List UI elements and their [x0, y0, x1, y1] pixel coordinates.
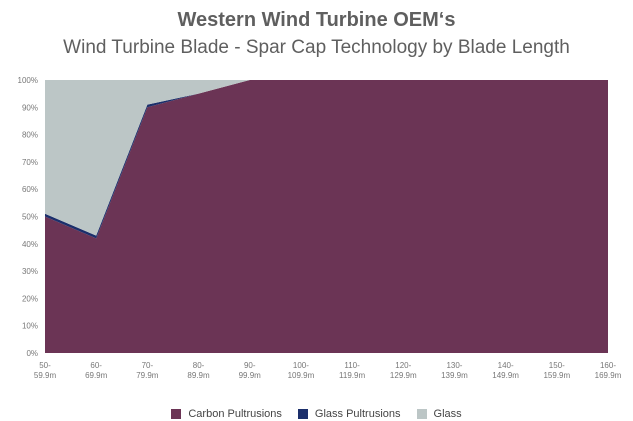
legend-swatch [416, 409, 427, 419]
legend-label: Glass [433, 408, 462, 420]
y-tick-label: 50% [22, 213, 38, 222]
x-tick-label: 60-69.9m [85, 361, 108, 380]
chart-areas [45, 80, 608, 353]
legend-label: Glass Pultrusions [314, 408, 401, 420]
legend-swatch [171, 409, 182, 419]
x-tick-label: 150-159.9m [543, 361, 570, 380]
x-tick-label: 140-149.9m [492, 361, 519, 380]
y-tick-label: 0% [26, 349, 38, 358]
y-axis-ticks: 0% 10% 20% 30% 40% 50% 60% 70% 80% 90% 100% [18, 76, 38, 358]
legend-label: Carbon Pultrusions [188, 408, 282, 420]
y-tick-label: 20% [22, 294, 38, 303]
x-tick-label: 100-109.9m [288, 361, 315, 380]
x-tick-label: 70-79.9m [136, 361, 159, 380]
y-tick-label: 70% [22, 158, 38, 167]
x-axis-ticks: 50-59.9m 60-69.9m 70-79.9m 80-89.9m 90-99.9m… [34, 361, 622, 380]
x-tick-label: 130-139.9m [441, 361, 468, 380]
chart-subtitle: Wind Turbine Blade - Spar Cap Technology… [63, 37, 570, 58]
y-tick-label: 30% [22, 267, 38, 276]
legend-item-carbon-pultrusions: Carbon Pultrusions [171, 408, 282, 420]
chart-title: Western Wind Turbine OEM‘s [177, 9, 456, 31]
legend-item-glass: Glass [416, 408, 462, 420]
y-tick-label: 60% [22, 185, 38, 194]
x-tick-label: 110-119.9m [339, 361, 365, 380]
chart-legend: Carbon Pultrusions Glass Pultrusions Gla… [0, 408, 633, 420]
area-carbon-pultrusions [45, 80, 608, 353]
area-glass-pultrusions [45, 80, 608, 239]
x-tick-label: 160-169.9m [595, 361, 622, 380]
x-tick-label: 120-129.9m [390, 361, 417, 380]
area-glass [45, 80, 608, 236]
y-tick-label: 90% [22, 103, 38, 112]
y-tick-label: 100% [18, 76, 38, 85]
x-tick-label: 90-99.9m [239, 361, 262, 380]
y-tick-label: 80% [22, 131, 38, 140]
x-tick-label: 80-89.9m [187, 361, 210, 380]
y-tick-label: 40% [22, 240, 38, 249]
legend-item-glass-pultrusions: Glass Pultrusions [297, 408, 401, 420]
y-tick-label: 10% [22, 322, 38, 331]
x-tick-label: 50-59.9m [34, 361, 57, 380]
legend-swatch [297, 409, 308, 419]
